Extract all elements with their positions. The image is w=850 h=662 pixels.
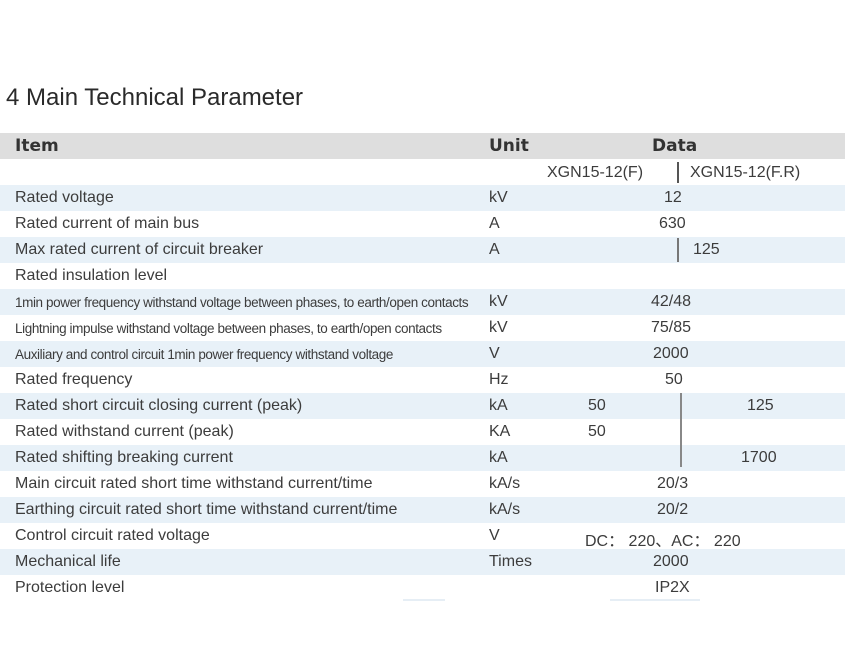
row-value: 42/48 bbox=[651, 293, 692, 310]
row-item: Mechanical life bbox=[15, 553, 121, 570]
table-row: Rated short circuit closing current (pea… bbox=[0, 393, 845, 419]
row-item: Main circuit rated short time withstand … bbox=[15, 475, 373, 492]
row-unit: kV bbox=[489, 189, 508, 206]
row-unit: kA/s bbox=[489, 501, 521, 518]
row-item: Rated insulation level bbox=[15, 267, 168, 284]
row-item: Rated current of main bus bbox=[15, 215, 200, 232]
table-row: Mechanical life Times 2000 bbox=[0, 549, 845, 575]
column-divider bbox=[677, 238, 679, 262]
row-value: 50 bbox=[665, 371, 683, 388]
row-value-fr: 125 bbox=[747, 397, 774, 414]
header-data: Data bbox=[652, 136, 698, 156]
table-row: Rated current of main bus A 630 bbox=[0, 211, 845, 237]
table-row: 1min power frequency withstand voltage b… bbox=[0, 289, 845, 315]
table-row: Rated voltage kV 12 bbox=[0, 185, 845, 211]
table-row: Control circuit rated voltage V DC： 220、… bbox=[0, 523, 845, 550]
table-row: Rated insulation level bbox=[0, 263, 845, 289]
row-value-f: 50 bbox=[588, 397, 606, 414]
row-value: 125 bbox=[693, 241, 720, 258]
row-value: 2000 bbox=[653, 553, 689, 570]
row-value: 20/3 bbox=[657, 475, 689, 492]
row-unit: Times bbox=[489, 553, 532, 570]
header-unit: Unit bbox=[489, 136, 529, 156]
model-separator bbox=[677, 162, 679, 183]
row-unit: V bbox=[489, 345, 500, 362]
column-divider bbox=[680, 393, 682, 467]
row-unit: V bbox=[489, 527, 500, 544]
divider bbox=[403, 599, 445, 601]
table-row: Earthing circuit rated short time withst… bbox=[0, 497, 845, 523]
table-row: Rated withstand current (peak) KA 50 bbox=[0, 419, 845, 445]
row-item: Protection level bbox=[15, 579, 125, 596]
table-row: Rated shifting breaking current kA 1700 bbox=[0, 445, 845, 471]
row-unit: kA bbox=[489, 449, 508, 466]
row-item: Rated short circuit closing current (pea… bbox=[15, 397, 303, 414]
header-item: Item bbox=[15, 136, 59, 156]
row-value: 12 bbox=[664, 189, 682, 206]
row-unit: kA bbox=[489, 397, 508, 414]
row-value: DC： 220、AC： 220 bbox=[585, 533, 741, 550]
model-f: XGN15-12(F) bbox=[547, 164, 644, 181]
row-unit: kV bbox=[489, 293, 508, 310]
row-value: 630 bbox=[659, 215, 686, 232]
row-item: Earthing circuit rated short time withst… bbox=[15, 501, 398, 518]
model-fr: XGN15-12(F.R) bbox=[690, 164, 801, 181]
row-unit: kV bbox=[489, 319, 508, 336]
row-item: Rated withstand current (peak) bbox=[15, 423, 234, 440]
row-value: 20/2 bbox=[657, 501, 689, 518]
table-row: Protection level IP2X bbox=[0, 575, 845, 601]
table-row: Main circuit rated short time withstand … bbox=[0, 471, 845, 497]
row-value: 75/85 bbox=[651, 319, 692, 336]
table-header: Item Unit Data bbox=[0, 133, 845, 159]
row-unit: KA bbox=[489, 423, 511, 440]
row-value-f: 50 bbox=[588, 423, 606, 440]
row-item: Lightning impulse withstand voltage betw… bbox=[15, 321, 442, 336]
row-item: Max rated current of circuit breaker bbox=[15, 241, 264, 258]
row-value: IP2X bbox=[655, 579, 690, 596]
row-value: 2000 bbox=[653, 345, 689, 362]
row-unit: A bbox=[489, 241, 500, 258]
table-row: Rated frequency Hz 50 bbox=[0, 367, 845, 393]
row-item: Rated shifting breaking current bbox=[15, 449, 233, 466]
row-item: Auxiliary and control circuit 1min power… bbox=[15, 347, 393, 362]
parameter-table: Rated voltage kV 12 Rated current of mai… bbox=[0, 185, 845, 601]
row-value-fr: 1700 bbox=[741, 449, 777, 466]
row-unit: kA/s bbox=[489, 475, 521, 492]
divider bbox=[610, 599, 700, 601]
row-unit: A bbox=[489, 215, 500, 232]
row-item: Rated voltage bbox=[15, 189, 114, 206]
row-item: Rated frequency bbox=[15, 371, 133, 388]
row-item: 1min power frequency withstand voltage b… bbox=[15, 295, 469, 310]
model-subheader: XGN15-12(F) XGN15-12(F.R) bbox=[0, 160, 845, 185]
table-row: Auxiliary and control circuit 1min power… bbox=[0, 341, 845, 367]
table-row: Max rated current of circuit breaker A 1… bbox=[0, 237, 845, 263]
table-row: Lightning impulse withstand voltage betw… bbox=[0, 315, 845, 341]
page-title: 4 Main Technical Parameter bbox=[6, 84, 304, 111]
row-item: Control circuit rated voltage bbox=[15, 527, 210, 544]
row-unit: Hz bbox=[489, 371, 509, 388]
